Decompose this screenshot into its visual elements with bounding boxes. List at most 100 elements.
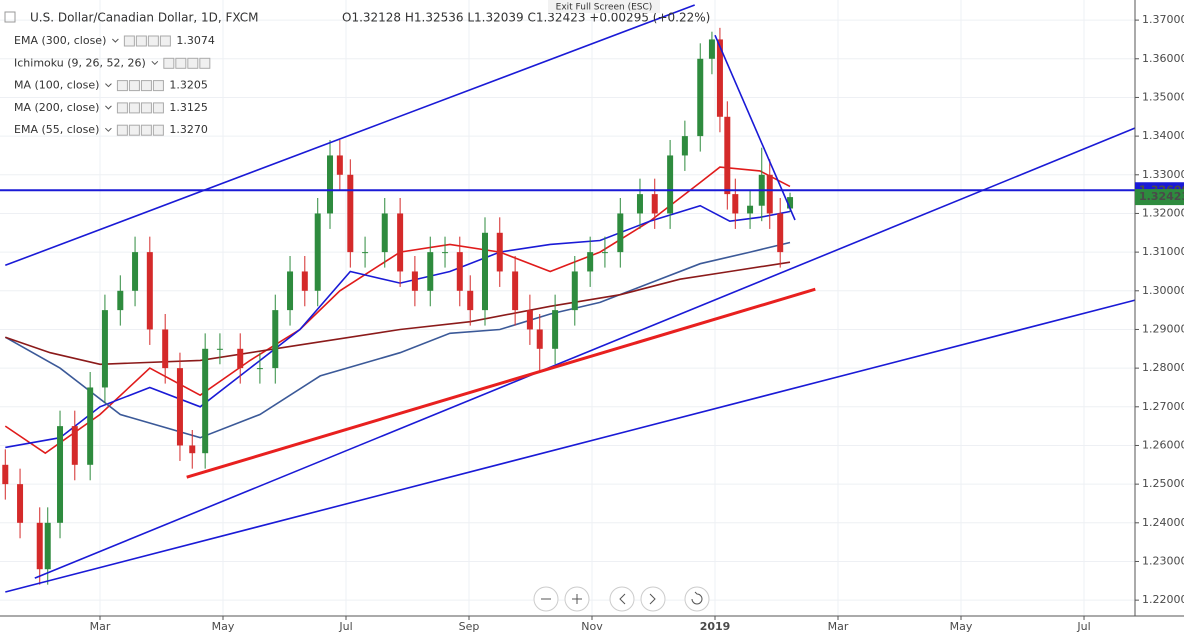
candle-body (481, 232, 488, 311)
y-tick-label: 1.23000 (1142, 554, 1184, 567)
x-tick-label: May (950, 620, 973, 633)
candle-body (512, 271, 519, 311)
trendline (5, 299, 1136, 593)
indicator-control[interactable] (123, 35, 135, 47)
moving-average (4, 241, 791, 439)
scroll-right-button[interactable] (640, 586, 666, 612)
indicator-control[interactable] (159, 35, 171, 47)
indicator-name: EMA (300, close) (14, 34, 106, 47)
indicator-control[interactable] (147, 35, 159, 47)
candle-body (117, 290, 124, 311)
x-tick-label: Sep (459, 620, 480, 633)
indicator-control[interactable] (187, 57, 199, 69)
dropdown-icon[interactable] (105, 127, 112, 132)
indicator-control[interactable] (140, 124, 152, 136)
indicator-control[interactable] (140, 102, 152, 114)
y-tick-label: 1.37000 (1142, 13, 1184, 26)
candle-body (681, 136, 688, 156)
x-tick-label: Jul (338, 620, 352, 633)
indicator-control[interactable] (152, 102, 164, 114)
y-tick-label: 1.32000 (1142, 206, 1184, 219)
y-tick-label: 1.24000 (1142, 516, 1184, 529)
candle-body (787, 197, 794, 209)
candle-body (651, 194, 658, 214)
candle-body (176, 368, 183, 446)
candle-body (44, 522, 51, 570)
indicator-control[interactable] (116, 80, 128, 92)
y-tick-label: 1.29000 (1142, 322, 1184, 335)
y-tick-label: 1.31000 (1142, 245, 1184, 258)
dropdown-icon[interactable] (105, 83, 112, 88)
moving-average (5, 204, 791, 449)
candle-body (411, 271, 418, 291)
candle-body (442, 252, 449, 254)
candle-body (667, 155, 674, 214)
indicator-control[interactable] (135, 35, 147, 47)
candle-body (189, 445, 196, 454)
candle-body (427, 252, 434, 291)
candle-body (617, 213, 624, 253)
indicator-control[interactable] (199, 57, 211, 69)
indicator-control[interactable] (128, 124, 140, 136)
candle-body (101, 310, 108, 388)
last-price-tag (1135, 189, 1184, 206)
x-tick-label: Mar (828, 620, 849, 633)
candle-body (336, 155, 343, 175)
y-tick-label: 1.30000 (1142, 284, 1184, 297)
button-icons (541, 591, 703, 605)
dropdown-icon[interactable] (112, 38, 119, 43)
indicator-value: 1.3125 (169, 101, 208, 114)
collapse-icon[interactable] (4, 11, 16, 23)
indicator-name: MA (100, close) (14, 79, 99, 92)
x-tick-label: Jul (1076, 620, 1090, 633)
dropdown-icon[interactable] (151, 60, 159, 66)
x-tick-label: Nov (581, 620, 603, 633)
nav-buttons (533, 586, 710, 612)
candle-body (301, 271, 308, 291)
candle-body (456, 252, 463, 291)
y-tick-label: 1.33000 (1142, 168, 1184, 181)
candle-body (237, 348, 244, 369)
candle-body (17, 484, 24, 523)
candle-body (587, 252, 594, 272)
candle-body (708, 39, 715, 59)
indicator-control[interactable] (140, 80, 152, 92)
last-price-label: 1.32423 (1139, 190, 1184, 203)
scroll-left-button[interactable] (609, 586, 635, 612)
legend: U.S. Dollar/Canadian Dollar, 1D, FXCM O1… (4, 11, 710, 136)
indicator-name: Ichimoku (9, 26, 52, 26) (14, 56, 146, 69)
indicator-control[interactable] (128, 102, 140, 114)
y-tick-label: 1.28000 (1142, 361, 1184, 374)
tooltip: Exit Full Screen (ESC) (556, 3, 653, 13)
indicator-control[interactable] (116, 124, 128, 136)
candle-body (71, 426, 78, 465)
grid (0, 0, 1135, 616)
candle-body (272, 310, 279, 369)
indicator-value: 1.3270 (169, 123, 208, 136)
candle-body (724, 116, 731, 195)
indicator-control[interactable] (116, 102, 128, 114)
candle-body (526, 310, 533, 330)
indicator-control[interactable] (175, 57, 187, 69)
indicator-control[interactable] (128, 80, 140, 92)
candle-body (747, 205, 754, 214)
dropdown-icon[interactable] (105, 105, 112, 110)
indicator-name: MA (200, close) (14, 101, 99, 114)
candle-body (57, 426, 64, 523)
indicator-control[interactable] (152, 124, 164, 136)
x-tick-label: 2019 (700, 620, 731, 633)
y-tick-label: 1.36000 (1142, 52, 1184, 65)
reset-button[interactable] (684, 586, 710, 612)
candle-body (536, 329, 543, 349)
trendline (186, 287, 816, 479)
candle-body (381, 213, 388, 253)
indicator-control[interactable] (163, 57, 175, 69)
candle-body (202, 348, 209, 454)
trendline (34, 127, 1136, 579)
candle-body (636, 194, 643, 214)
candle-body (132, 252, 139, 291)
indicator-control[interactable] (152, 80, 164, 92)
candle-body (216, 348, 223, 350)
candle-body (87, 387, 94, 465)
